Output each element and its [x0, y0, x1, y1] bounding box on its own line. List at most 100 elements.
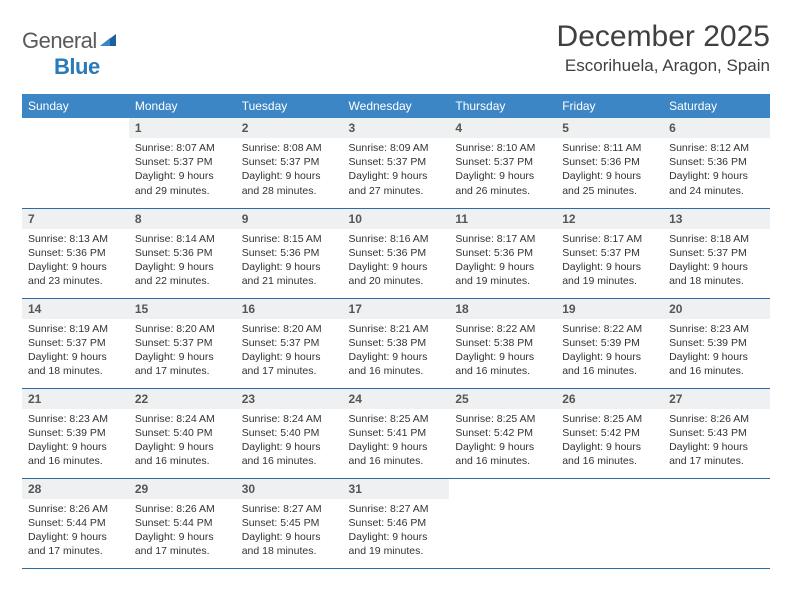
calendar-cell: 28Sunrise: 8:26 AMSunset: 5:44 PMDayligh… [22, 478, 129, 568]
day-number: 13 [663, 209, 770, 229]
day-number: 9 [236, 209, 343, 229]
calendar-head: SundayMondayTuesdayWednesdayThursdayFrid… [22, 94, 770, 118]
dayhead-monday: Monday [129, 94, 236, 118]
day-number: 14 [22, 299, 129, 319]
day-number: 27 [663, 389, 770, 409]
calendar-cell: 24Sunrise: 8:25 AMSunset: 5:41 PMDayligh… [343, 388, 450, 478]
brand-text: General Blue [22, 28, 118, 80]
calendar-cell: 10Sunrise: 8:16 AMSunset: 5:36 PMDayligh… [343, 208, 450, 298]
day-number: 22 [129, 389, 236, 409]
day-number: 2 [236, 118, 343, 138]
calendar-cell: 25Sunrise: 8:25 AMSunset: 5:42 PMDayligh… [449, 388, 556, 478]
day-number: 6 [663, 118, 770, 138]
day-number: 12 [556, 209, 663, 229]
day-number: 19 [556, 299, 663, 319]
day-number: 23 [236, 389, 343, 409]
month-title: December 2025 [557, 20, 770, 54]
day-content: Sunrise: 8:24 AMSunset: 5:40 PMDaylight:… [236, 409, 343, 475]
day-content: Sunrise: 8:27 AMSunset: 5:45 PMDaylight:… [236, 499, 343, 565]
day-number: 15 [129, 299, 236, 319]
brand-logo: General Blue [22, 28, 118, 80]
day-content: Sunrise: 8:11 AMSunset: 5:36 PMDaylight:… [556, 138, 663, 204]
calendar-cell: 23Sunrise: 8:24 AMSunset: 5:40 PMDayligh… [236, 388, 343, 478]
day-number: 29 [129, 479, 236, 499]
calendar-cell: .. [663, 478, 770, 568]
calendar-row: 28Sunrise: 8:26 AMSunset: 5:44 PMDayligh… [22, 478, 770, 568]
day-number: 25 [449, 389, 556, 409]
brand-text-a: General [22, 28, 97, 53]
day-content: Sunrise: 8:14 AMSunset: 5:36 PMDaylight:… [129, 229, 236, 295]
day-content: Sunrise: 8:20 AMSunset: 5:37 PMDaylight:… [236, 319, 343, 385]
day-number: 16 [236, 299, 343, 319]
day-number: 1 [129, 118, 236, 138]
dayhead-friday: Friday [556, 94, 663, 118]
calendar-cell: 22Sunrise: 8:24 AMSunset: 5:40 PMDayligh… [129, 388, 236, 478]
calendar-cell: 9Sunrise: 8:15 AMSunset: 5:36 PMDaylight… [236, 208, 343, 298]
calendar-cell: .. [556, 478, 663, 568]
day-content: Sunrise: 8:23 AMSunset: 5:39 PMDaylight:… [22, 409, 129, 475]
day-content: Sunrise: 8:25 AMSunset: 5:41 PMDaylight:… [343, 409, 450, 475]
day-content: Sunrise: 8:25 AMSunset: 5:42 PMDaylight:… [556, 409, 663, 475]
day-number: 26 [556, 389, 663, 409]
day-content: Sunrise: 8:10 AMSunset: 5:37 PMDaylight:… [449, 138, 556, 204]
day-number: 31 [343, 479, 450, 499]
calendar-cell: 29Sunrise: 8:26 AMSunset: 5:44 PMDayligh… [129, 478, 236, 568]
day-content: Sunrise: 8:23 AMSunset: 5:39 PMDaylight:… [663, 319, 770, 385]
day-content: Sunrise: 8:17 AMSunset: 5:37 PMDaylight:… [556, 229, 663, 295]
day-content: Sunrise: 8:07 AMSunset: 5:37 PMDaylight:… [129, 138, 236, 204]
day-content: Sunrise: 8:16 AMSunset: 5:36 PMDaylight:… [343, 229, 450, 295]
day-content: Sunrise: 8:22 AMSunset: 5:39 PMDaylight:… [556, 319, 663, 385]
calendar-row: 21Sunrise: 8:23 AMSunset: 5:39 PMDayligh… [22, 388, 770, 478]
location: Escorihuela, Aragon, Spain [557, 56, 770, 76]
day-content: Sunrise: 8:18 AMSunset: 5:37 PMDaylight:… [663, 229, 770, 295]
calendar-cell: 1Sunrise: 8:07 AMSunset: 5:37 PMDaylight… [129, 118, 236, 208]
day-number: 8 [129, 209, 236, 229]
sail-icon [98, 28, 118, 54]
day-number: 10 [343, 209, 450, 229]
calendar-body: ..1Sunrise: 8:07 AMSunset: 5:37 PMDaylig… [22, 118, 770, 568]
calendar-cell: .. [449, 478, 556, 568]
calendar-cell: 4Sunrise: 8:10 AMSunset: 5:37 PMDaylight… [449, 118, 556, 208]
day-number: 21 [22, 389, 129, 409]
day-content: Sunrise: 8:25 AMSunset: 5:42 PMDaylight:… [449, 409, 556, 475]
calendar-cell: 3Sunrise: 8:09 AMSunset: 5:37 PMDaylight… [343, 118, 450, 208]
calendar-cell: 17Sunrise: 8:21 AMSunset: 5:38 PMDayligh… [343, 298, 450, 388]
calendar-cell: 18Sunrise: 8:22 AMSunset: 5:38 PMDayligh… [449, 298, 556, 388]
day-number: 30 [236, 479, 343, 499]
day-number: 3 [343, 118, 450, 138]
day-number: 20 [663, 299, 770, 319]
dayhead-sunday: Sunday [22, 94, 129, 118]
calendar-cell: 27Sunrise: 8:26 AMSunset: 5:43 PMDayligh… [663, 388, 770, 478]
day-content: Sunrise: 8:09 AMSunset: 5:37 PMDaylight:… [343, 138, 450, 204]
calendar-cell: 8Sunrise: 8:14 AMSunset: 5:36 PMDaylight… [129, 208, 236, 298]
calendar-cell: 21Sunrise: 8:23 AMSunset: 5:39 PMDayligh… [22, 388, 129, 478]
day-content: Sunrise: 8:22 AMSunset: 5:38 PMDaylight:… [449, 319, 556, 385]
day-content: Sunrise: 8:27 AMSunset: 5:46 PMDaylight:… [343, 499, 450, 565]
calendar-row: 7Sunrise: 8:13 AMSunset: 5:36 PMDaylight… [22, 208, 770, 298]
calendar-cell: 7Sunrise: 8:13 AMSunset: 5:36 PMDaylight… [22, 208, 129, 298]
day-number: 18 [449, 299, 556, 319]
calendar-cell: 26Sunrise: 8:25 AMSunset: 5:42 PMDayligh… [556, 388, 663, 478]
calendar-table: SundayMondayTuesdayWednesdayThursdayFrid… [22, 94, 770, 569]
calendar-cell: 20Sunrise: 8:23 AMSunset: 5:39 PMDayligh… [663, 298, 770, 388]
calendar-cell: 14Sunrise: 8:19 AMSunset: 5:37 PMDayligh… [22, 298, 129, 388]
calendar-row: 14Sunrise: 8:19 AMSunset: 5:37 PMDayligh… [22, 298, 770, 388]
day-content: Sunrise: 8:21 AMSunset: 5:38 PMDaylight:… [343, 319, 450, 385]
day-number: 7 [22, 209, 129, 229]
day-content: Sunrise: 8:26 AMSunset: 5:44 PMDaylight:… [129, 499, 236, 565]
dayhead-saturday: Saturday [663, 94, 770, 118]
day-content: Sunrise: 8:24 AMSunset: 5:40 PMDaylight:… [129, 409, 236, 475]
calendar-cell: 30Sunrise: 8:27 AMSunset: 5:45 PMDayligh… [236, 478, 343, 568]
calendar-cell: 12Sunrise: 8:17 AMSunset: 5:37 PMDayligh… [556, 208, 663, 298]
calendar-cell: 19Sunrise: 8:22 AMSunset: 5:39 PMDayligh… [556, 298, 663, 388]
calendar-cell: .. [22, 118, 129, 208]
calendar-cell: 16Sunrise: 8:20 AMSunset: 5:37 PMDayligh… [236, 298, 343, 388]
title-block: December 2025 Escorihuela, Aragon, Spain [557, 20, 770, 76]
day-content: Sunrise: 8:15 AMSunset: 5:36 PMDaylight:… [236, 229, 343, 295]
day-number: 5 [556, 118, 663, 138]
day-content: Sunrise: 8:26 AMSunset: 5:43 PMDaylight:… [663, 409, 770, 475]
calendar-cell: 5Sunrise: 8:11 AMSunset: 5:36 PMDaylight… [556, 118, 663, 208]
day-content: Sunrise: 8:26 AMSunset: 5:44 PMDaylight:… [22, 499, 129, 565]
day-number: 28 [22, 479, 129, 499]
day-content: Sunrise: 8:12 AMSunset: 5:36 PMDaylight:… [663, 138, 770, 204]
